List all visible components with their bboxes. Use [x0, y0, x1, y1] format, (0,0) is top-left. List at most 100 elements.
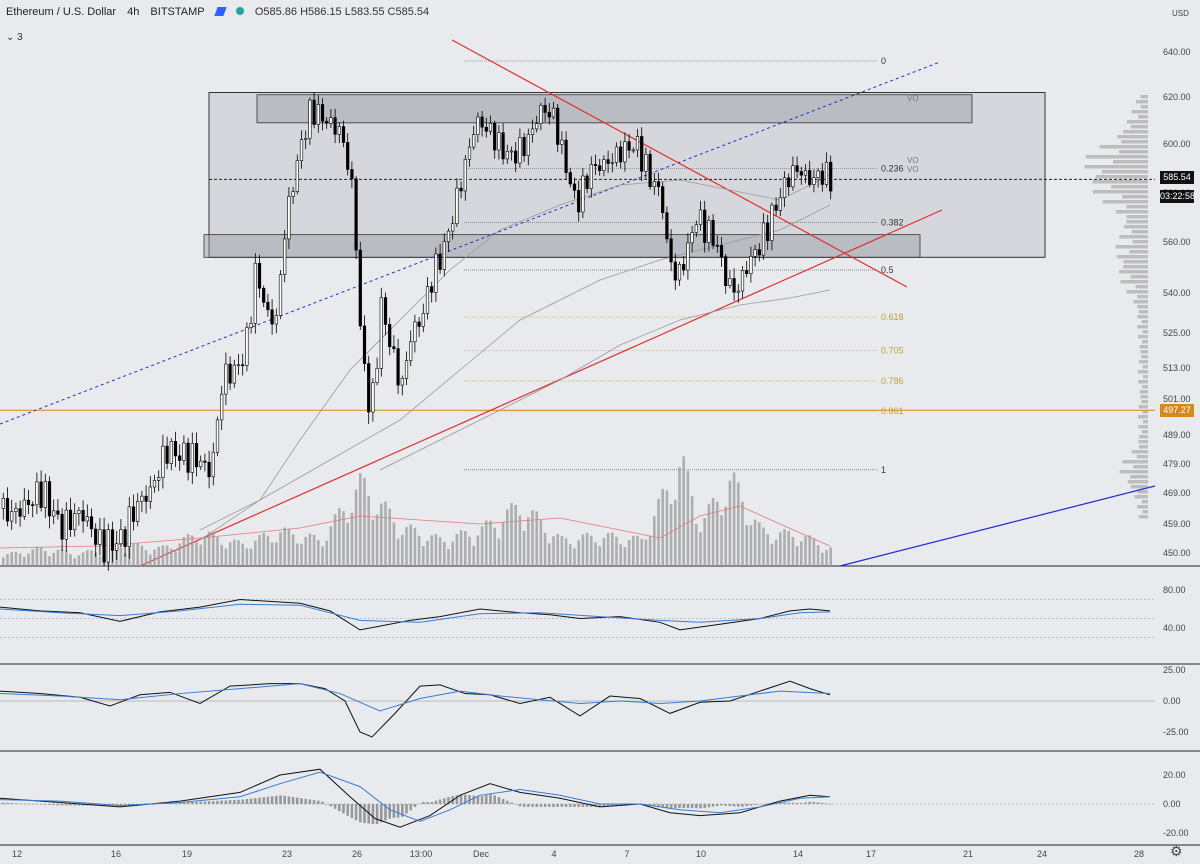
volume-bar	[224, 548, 228, 566]
volume-bar	[464, 531, 467, 566]
candle-body	[266, 302, 270, 311]
macd-histogram-bar	[816, 802, 820, 804]
volume-profile-bar	[1130, 275, 1148, 279]
price-axis-label: 469.00	[1163, 488, 1191, 498]
candle-body	[690, 232, 694, 244]
macd-histogram-bar	[648, 804, 652, 806]
volume-bar	[753, 519, 757, 566]
macd-histogram-bar	[287, 796, 291, 804]
candle-body	[753, 249, 757, 257]
candle-body	[186, 442, 190, 473]
macd-histogram-bar	[342, 804, 345, 814]
candle-body	[199, 460, 203, 468]
macd-histogram-bar	[606, 804, 610, 807]
volume-profile-bar	[1142, 410, 1148, 414]
volume-profile-bar	[1138, 360, 1148, 364]
volume-bar	[317, 540, 320, 566]
red-support-trendline	[139, 209, 943, 567]
volume-bar	[270, 542, 274, 566]
volume-bar	[195, 541, 198, 566]
volume-bar	[808, 535, 811, 566]
volume-bar	[812, 538, 816, 566]
macd-histogram-bar	[791, 802, 795, 804]
volume-bar	[665, 490, 669, 566]
macd-histogram-bar	[787, 802, 790, 804]
candle-body	[182, 442, 186, 461]
flag-icon[interactable]	[214, 7, 227, 16]
fib-level-label: 0.236	[881, 164, 904, 174]
moving-average-line	[379, 289, 831, 471]
volume-profile-bar	[1138, 405, 1148, 409]
candle-body	[253, 262, 257, 324]
volume-profile-bar	[1123, 130, 1148, 134]
macd-histogram-bar	[325, 804, 328, 805]
candle-body	[711, 220, 715, 246]
volume-bar	[27, 553, 30, 566]
macd-histogram-bar	[577, 804, 580, 807]
volume-profile-bar	[1092, 180, 1148, 184]
volume-bar	[31, 549, 34, 566]
volume-profile-bar	[1138, 115, 1148, 119]
volume-profile-bar	[1138, 515, 1148, 519]
candle-body	[106, 529, 110, 563]
volume-profile-bar	[1099, 145, 1148, 149]
candle-body	[115, 543, 119, 551]
volume-profile-bar	[1101, 170, 1148, 174]
macd-histogram-bar	[598, 804, 601, 807]
volume-bar	[212, 532, 215, 566]
candle-body	[131, 506, 136, 522]
candle-body	[367, 363, 371, 413]
volume-bar	[632, 535, 635, 566]
volume-bar	[669, 504, 673, 566]
volume-bar	[585, 532, 589, 566]
volume-bar	[413, 527, 417, 566]
macd-line	[0, 768, 831, 828]
volume-bar	[388, 508, 391, 566]
candle-body	[316, 104, 320, 125]
candle-body	[383, 297, 388, 325]
indicators-collapse-toggle[interactable]: ⌄ 3	[6, 32, 23, 43]
volume-bar	[623, 547, 627, 566]
volume-bar	[308, 533, 312, 566]
volume-bar	[779, 532, 782, 566]
macd-histogram-bar	[543, 804, 547, 807]
volume-bar	[438, 537, 442, 566]
candle-body	[119, 529, 123, 545]
fib-level-label: 0	[881, 56, 886, 66]
candle-body	[715, 245, 719, 247]
candle-body	[644, 153, 648, 172]
volume-bar	[52, 552, 55, 566]
volume-bar	[430, 535, 433, 566]
settings-gear-icon[interactable]: ⚙	[1170, 843, 1183, 859]
volume-bar	[241, 543, 244, 566]
range-zone	[203, 234, 921, 258]
macd-histogram-bar	[447, 797, 450, 804]
candle-body	[337, 126, 341, 135]
volume-bar	[640, 539, 643, 566]
candle-body	[94, 528, 98, 545]
macd-histogram-bar	[98, 804, 102, 806]
macd-histogram-bar	[644, 804, 648, 805]
candle-body	[425, 286, 430, 314]
time-axis-label: 28	[1134, 849, 1144, 859]
symbol-name[interactable]: Ethereum / U.S. Dollar	[6, 6, 117, 18]
volume-profile-bar	[1129, 475, 1148, 479]
macd-histogram-bar	[52, 804, 55, 806]
candle-body	[31, 504, 35, 506]
macd-histogram-bar	[539, 804, 543, 807]
volume-bar	[338, 508, 341, 566]
volume-profile-bar	[1138, 380, 1148, 384]
volume-bar	[728, 480, 732, 566]
interval-label[interactable]: 4h	[127, 6, 140, 18]
volume-bar	[275, 542, 278, 566]
volume-profile-bar	[1141, 320, 1148, 324]
volume-profile-bar	[1132, 240, 1148, 244]
volume-bar	[543, 532, 547, 566]
volume-profile-bar	[1137, 305, 1148, 309]
volume-bar	[6, 554, 9, 566]
macd-histogram-bar	[350, 804, 354, 819]
candle-body	[312, 99, 316, 125]
macd-histogram-bar	[808, 801, 811, 804]
macd-histogram-bar	[825, 803, 828, 804]
